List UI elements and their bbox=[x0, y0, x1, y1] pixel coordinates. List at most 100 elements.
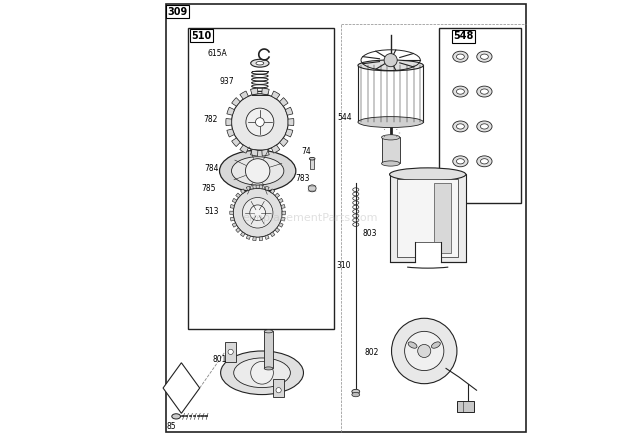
Polygon shape bbox=[240, 91, 249, 99]
Polygon shape bbox=[230, 217, 234, 221]
Ellipse shape bbox=[234, 358, 290, 388]
Circle shape bbox=[233, 188, 282, 237]
Ellipse shape bbox=[456, 159, 464, 164]
Polygon shape bbox=[227, 129, 234, 137]
Bar bbox=[397, 179, 458, 257]
Ellipse shape bbox=[480, 54, 489, 59]
Polygon shape bbox=[265, 186, 269, 191]
Text: 937: 937 bbox=[219, 77, 234, 85]
Bar bbox=[415, 242, 441, 264]
Ellipse shape bbox=[264, 330, 273, 333]
Text: 783: 783 bbox=[295, 174, 309, 183]
Polygon shape bbox=[163, 363, 200, 413]
Polygon shape bbox=[241, 232, 245, 237]
Ellipse shape bbox=[389, 168, 466, 181]
Ellipse shape bbox=[264, 367, 273, 370]
Polygon shape bbox=[236, 228, 241, 232]
Text: 802: 802 bbox=[364, 348, 378, 357]
Circle shape bbox=[250, 361, 273, 384]
Ellipse shape bbox=[477, 86, 492, 97]
Polygon shape bbox=[281, 217, 285, 221]
Polygon shape bbox=[270, 232, 275, 237]
Polygon shape bbox=[282, 211, 286, 215]
Text: 85: 85 bbox=[167, 422, 176, 431]
Circle shape bbox=[246, 159, 270, 183]
Circle shape bbox=[242, 198, 273, 228]
Circle shape bbox=[231, 94, 288, 150]
Polygon shape bbox=[281, 204, 285, 208]
Ellipse shape bbox=[308, 185, 316, 192]
Ellipse shape bbox=[408, 342, 417, 348]
Text: 801: 801 bbox=[213, 355, 227, 364]
Ellipse shape bbox=[309, 157, 315, 160]
Ellipse shape bbox=[453, 156, 468, 167]
Polygon shape bbox=[285, 129, 293, 137]
Polygon shape bbox=[230, 211, 233, 215]
Ellipse shape bbox=[480, 89, 489, 94]
Polygon shape bbox=[285, 107, 293, 115]
Bar bbox=[389, 174, 466, 262]
Bar bbox=[438, 28, 521, 203]
Ellipse shape bbox=[381, 161, 400, 166]
Polygon shape bbox=[272, 91, 280, 99]
Polygon shape bbox=[250, 88, 258, 95]
Bar bbox=[434, 183, 451, 253]
Ellipse shape bbox=[221, 351, 303, 395]
Polygon shape bbox=[241, 189, 245, 194]
Ellipse shape bbox=[219, 150, 296, 192]
Polygon shape bbox=[226, 119, 232, 126]
Polygon shape bbox=[265, 235, 269, 239]
Polygon shape bbox=[259, 185, 263, 189]
Polygon shape bbox=[250, 149, 258, 156]
Ellipse shape bbox=[352, 392, 360, 397]
Polygon shape bbox=[288, 119, 294, 126]
Text: 310: 310 bbox=[336, 262, 350, 270]
Ellipse shape bbox=[231, 157, 284, 185]
Circle shape bbox=[392, 318, 457, 384]
Bar bbox=[264, 331, 273, 368]
Polygon shape bbox=[246, 235, 250, 239]
Polygon shape bbox=[232, 138, 240, 146]
Text: 803: 803 bbox=[362, 229, 377, 238]
Ellipse shape bbox=[477, 121, 492, 132]
Ellipse shape bbox=[480, 124, 489, 129]
Ellipse shape bbox=[432, 342, 440, 348]
Polygon shape bbox=[275, 193, 280, 198]
Ellipse shape bbox=[250, 59, 269, 67]
Circle shape bbox=[418, 344, 431, 358]
Bar bbox=[188, 28, 334, 329]
Text: 548: 548 bbox=[453, 31, 474, 41]
Text: 513: 513 bbox=[204, 207, 218, 215]
Ellipse shape bbox=[453, 86, 468, 97]
Polygon shape bbox=[232, 223, 237, 227]
Text: 615A: 615A bbox=[208, 49, 227, 58]
Polygon shape bbox=[259, 237, 263, 241]
Ellipse shape bbox=[480, 159, 489, 164]
Ellipse shape bbox=[477, 51, 492, 62]
Ellipse shape bbox=[381, 135, 400, 140]
Bar bbox=[311, 159, 314, 169]
Text: 510: 510 bbox=[192, 31, 211, 41]
Text: eReplacementParts.com: eReplacementParts.com bbox=[242, 213, 378, 223]
Text: 309: 309 bbox=[167, 7, 187, 17]
Text: 784: 784 bbox=[204, 164, 218, 173]
Circle shape bbox=[405, 331, 444, 371]
Text: 544: 544 bbox=[337, 113, 352, 122]
Circle shape bbox=[255, 118, 264, 126]
Text: 74: 74 bbox=[301, 147, 311, 156]
Polygon shape bbox=[227, 107, 234, 115]
Polygon shape bbox=[262, 88, 269, 95]
Polygon shape bbox=[240, 145, 249, 153]
Bar bbox=[273, 379, 284, 397]
Polygon shape bbox=[272, 145, 280, 153]
Circle shape bbox=[276, 388, 281, 393]
Ellipse shape bbox=[456, 89, 464, 94]
Text: 782: 782 bbox=[203, 116, 218, 124]
Ellipse shape bbox=[256, 61, 264, 65]
Polygon shape bbox=[280, 138, 288, 146]
Ellipse shape bbox=[456, 124, 464, 129]
Polygon shape bbox=[280, 98, 288, 106]
Polygon shape bbox=[230, 204, 234, 208]
Ellipse shape bbox=[358, 60, 423, 71]
Ellipse shape bbox=[172, 414, 180, 419]
